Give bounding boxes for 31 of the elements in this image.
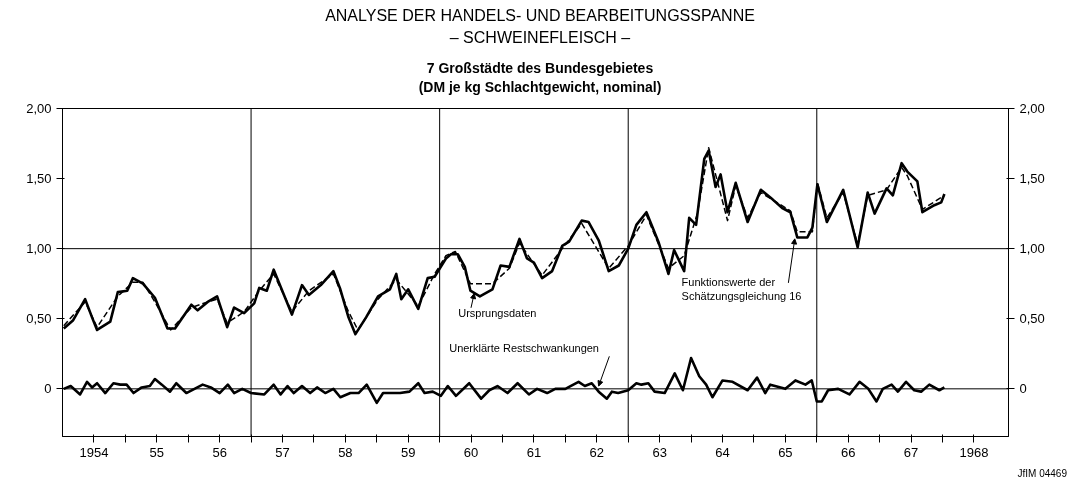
x-tick-label: 65 bbox=[778, 444, 793, 460]
x-tick-label: 61 bbox=[526, 444, 542, 460]
y-tick-label: 0,50 bbox=[26, 311, 52, 327]
y-tick-label: 0 bbox=[44, 381, 52, 397]
x-tick-label: 1954 bbox=[79, 444, 109, 460]
x-tick-label: 66 bbox=[840, 444, 856, 460]
x-tick-label: 55 bbox=[149, 444, 165, 460]
x-tick-label: 63 bbox=[652, 444, 667, 460]
x-tick-label: 64 bbox=[715, 444, 730, 460]
x-tick-label: 59 bbox=[400, 444, 416, 460]
x-tick-label: 1968 bbox=[959, 444, 989, 460]
annotation: Funktionswerte der Schätzungsgleichung 16 bbox=[681, 276, 802, 303]
y2-tick-label: 0,50 bbox=[1019, 311, 1045, 327]
y-tick-label: 1,50 bbox=[26, 171, 52, 187]
chart-title: ANALYSE DER HANDELS- UND BEARBEITUNGSSPANNE – SCHWEINEFLEISCH – bbox=[325, 6, 755, 48]
annotation: Ursprungsdaten bbox=[458, 306, 537, 319]
x-tick-label: 56 bbox=[212, 444, 227, 460]
y2-tick-label: 2,00 bbox=[1019, 101, 1045, 116]
y2-tick-label: 0 bbox=[1019, 381, 1027, 397]
y-tick-label: 2,00 bbox=[26, 101, 52, 116]
x-tick-label: 60 bbox=[463, 444, 479, 460]
y2-tick-label: 1,50 bbox=[1019, 171, 1045, 187]
x-tick-label: 67 bbox=[903, 444, 919, 460]
text: JfIM 04469 bbox=[1017, 467, 1067, 481]
annotation: Unerklärte Restschwankungen bbox=[449, 342, 599, 355]
x-tick-label: 58 bbox=[338, 444, 353, 460]
x-tick-label: 57 bbox=[275, 444, 290, 460]
y2-tick-label: 1,00 bbox=[1019, 241, 1045, 257]
y-tick-label: 1,00 bbox=[26, 241, 52, 257]
chart-subtitle: 7 Großstädte des Bundesgebietes (DM je kg Schlachtgewicht, nominal) bbox=[418, 59, 662, 97]
x-tick-label: 62 bbox=[589, 444, 605, 460]
